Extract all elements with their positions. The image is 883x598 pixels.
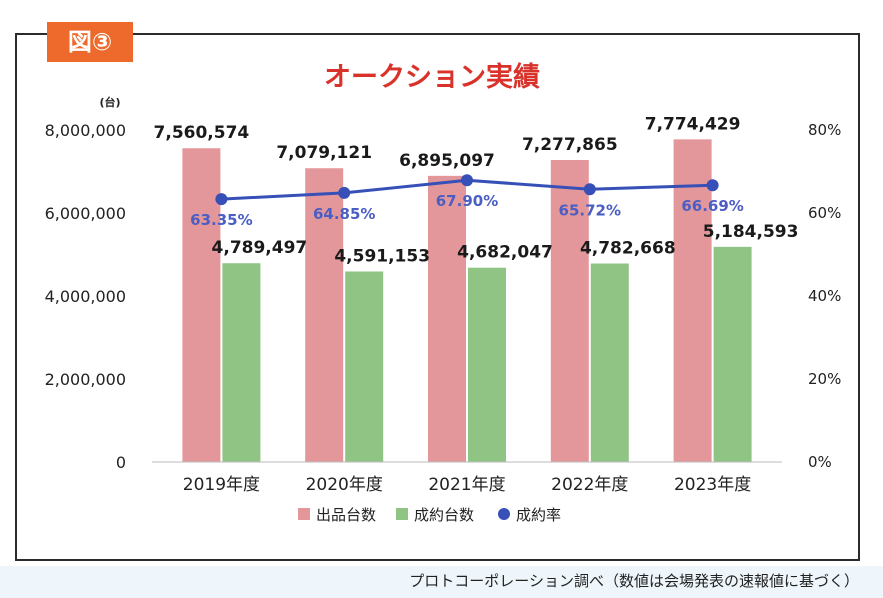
bar-contracted — [468, 267, 506, 462]
rate-label: 64.85% — [313, 205, 375, 223]
bar-label-listed: 6,895,097 — [399, 151, 495, 171]
y-axis-left: 0 2,000,000 4,000,000 6,000,000 8,000,000 — [45, 121, 126, 472]
bar-listed — [428, 175, 466, 463]
x-tick-label: 2022年度 — [551, 475, 628, 495]
x-tick-label: 2021年度 — [428, 475, 505, 495]
bars — [182, 139, 752, 463]
y-tick-label-right: 0% — [808, 453, 832, 471]
legend-swatch — [498, 508, 510, 520]
bar-contracted — [590, 263, 629, 462]
bar-contracted — [345, 271, 384, 462]
rate-point — [706, 179, 719, 192]
bar-label-listed: 7,774,429 — [645, 114, 741, 134]
bar-listed — [550, 159, 589, 462]
legend-swatch — [298, 508, 310, 520]
y-axis-unit: (台) — [99, 95, 120, 109]
bar-listed — [305, 168, 344, 462]
y-tick-label-right: 80% — [808, 121, 841, 139]
y-tick-label-left: 2,000,000 — [45, 370, 126, 389]
rate-point — [338, 186, 351, 199]
rate-point — [215, 193, 228, 206]
y-tick-label-left: 8,000,000 — [45, 121, 126, 140]
x-tick-label: 2020年度 — [306, 475, 383, 495]
rate-point — [583, 183, 596, 196]
rate-point — [461, 174, 473, 187]
bar-label-contracted: 5,184,593 — [703, 222, 799, 242]
figure-label: 図③ — [47, 22, 133, 62]
source-note: プロトコーポレーション調べ（数値は会場発表の速報値に基づく） — [409, 572, 859, 590]
bar-labels: 7,560,574 4,789,497 7,079,121 4,591,153 6,89… — [154, 114, 799, 266]
chart-title: オークション実績 — [324, 61, 540, 93]
rate-label: 65.72% — [559, 201, 621, 219]
y-tick-label-left: 0 — [116, 453, 126, 472]
legend-label: 出品台数 — [316, 506, 376, 524]
y-tick-label-left: 6,000,000 — [45, 204, 126, 223]
legend-swatch — [396, 508, 408, 520]
legend-label: 成約率 — [516, 506, 561, 524]
rate-label: 63.35% — [190, 211, 252, 229]
y-tick-label-left: 4,000,000 — [45, 287, 126, 306]
x-axis: 2019年度 2020年度 2021年度 2022年度 2023年度 — [183, 475, 751, 495]
y-tick-label-right: 20% — [808, 370, 841, 388]
rate-line-series: 63.35% 64.85% 67.90% 65.72% 66.69% — [190, 174, 744, 229]
bar-contracted — [713, 246, 752, 462]
y-tick-label-right: 40% — [808, 287, 841, 305]
bar-label-contracted: 4,789,497 — [212, 238, 308, 258]
bar-label-contracted: 4,682,047 — [457, 243, 553, 263]
x-tick-label: 2019年度 — [183, 475, 260, 495]
bar-label-contracted: 4,782,668 — [580, 239, 676, 259]
bar-label-contracted: 4,591,153 — [334, 246, 430, 266]
legend: 出品台数 成約台数 成約率 — [298, 506, 561, 524]
bottom-strip — [0, 566, 883, 598]
x-tick-label: 2023年度 — [674, 475, 751, 495]
bar-listed — [673, 139, 712, 462]
y-axis-right: 0% 20% 40% 60% 80% — [808, 121, 841, 471]
y-tick-label-right: 60% — [808, 204, 841, 222]
bar-label-listed: 7,277,865 — [522, 135, 618, 155]
rate-label: 67.90% — [436, 192, 498, 210]
bar-label-listed: 7,079,121 — [276, 143, 372, 163]
bar-listed — [182, 148, 221, 462]
legend-label: 成約台数 — [414, 506, 474, 524]
bar-contracted — [222, 263, 261, 462]
bar-label-listed: 7,560,574 — [154, 123, 250, 143]
rate-label: 66.69% — [681, 197, 743, 215]
